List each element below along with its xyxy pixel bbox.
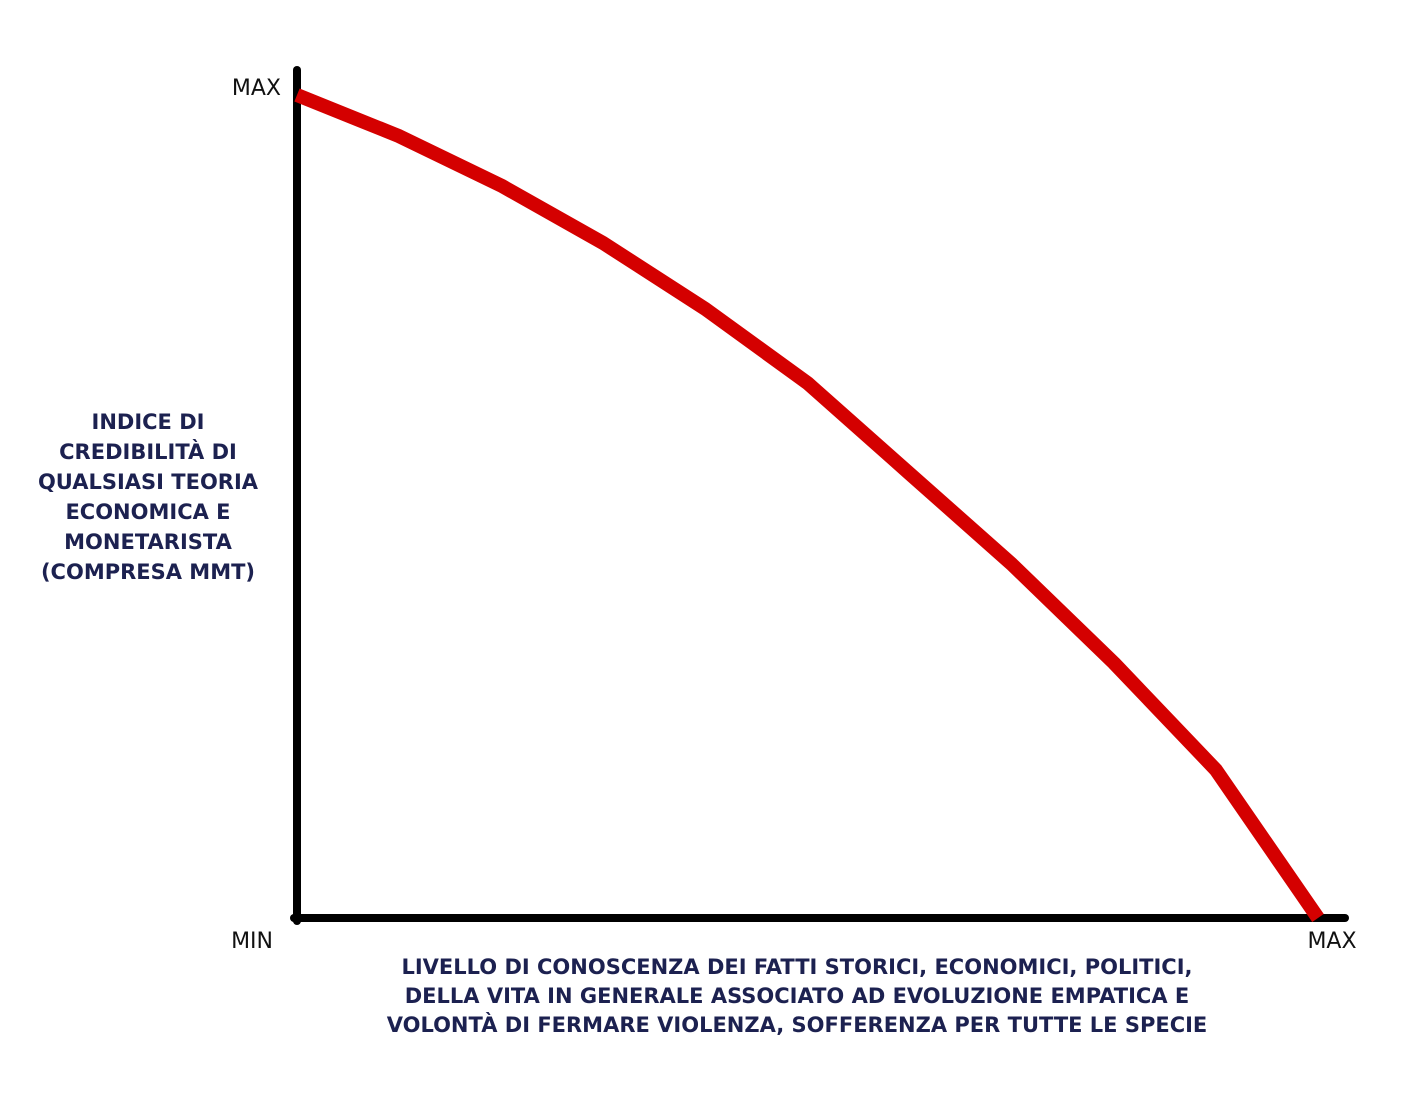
curve [294,88,1324,922]
y-axis-label: INDICE DI [92,410,205,434]
x-axis-label: LIVELLO DI CONOSCENZA DEI FATTI STORICI,… [401,955,1192,979]
x-axis-label: VOLONTÀ DI FERMARE VIOLENZA, SOFFERENZA … [387,1012,1208,1037]
x-tick-label: MAX [1307,929,1356,954]
y-axis-label: QUALSIASI TEORIA [38,470,259,494]
y-axis-label: CREDIBILITÀ DI [59,439,237,464]
x-axis-label: DELLA VITA IN GENERALE ASSOCIATO AD EVOL… [405,984,1190,1008]
y-axis-label: (COMPRESA MMT) [41,560,255,584]
y-axis-label: ECONOMICA E [65,500,230,524]
x-tick-label: MIN [231,929,273,954]
y-axis-label: MONETARISTA [64,530,232,554]
y-tick-label: MAX [232,76,281,101]
